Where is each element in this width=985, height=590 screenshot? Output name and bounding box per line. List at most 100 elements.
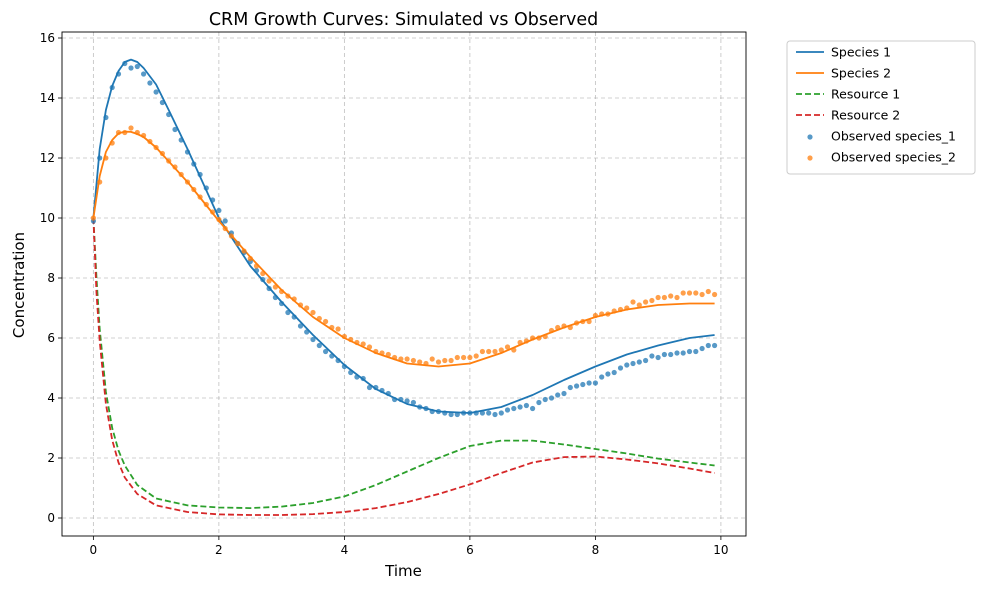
scatter-point: [109, 140, 115, 146]
scatter-point: [122, 129, 128, 136]
scatter-point: [586, 318, 592, 325]
legend-entry: Resource 1: [796, 87, 900, 102]
scatter-point: [341, 363, 347, 370]
scatter-point: [624, 362, 630, 368]
x-tick-label: 10: [713, 543, 728, 557]
legend-dot-swatch: [807, 134, 813, 140]
scatter-point: [523, 402, 530, 409]
scatter-point: [473, 353, 479, 359]
legend-label: Observed species_1: [831, 129, 956, 144]
x-tick-label: 2: [215, 543, 223, 557]
scatter-point: [693, 290, 699, 296]
scatter-point: [392, 396, 398, 403]
scatter-point: [228, 233, 234, 239]
scatter-point: [511, 405, 517, 412]
scatter-point: [498, 410, 504, 416]
scatter-point: [128, 65, 134, 71]
scatter-point: [184, 149, 191, 155]
scatter-point: [674, 294, 680, 301]
scatter-point: [467, 354, 473, 361]
scatter-point: [203, 201, 209, 208]
scatter-point: [479, 348, 485, 355]
scatter-point: [354, 339, 360, 346]
scatter-point: [304, 329, 310, 335]
scatter-point: [655, 354, 661, 361]
scatter-point: [341, 333, 347, 340]
series-line-resource-1: [92, 217, 715, 510]
scatter-point: [536, 335, 542, 341]
scatter-point: [580, 381, 586, 388]
scatter-point: [184, 179, 191, 185]
scatter-point: [304, 305, 310, 311]
scatter-point: [492, 348, 498, 355]
scatter-point: [241, 248, 247, 254]
scatter-point: [454, 354, 460, 361]
legend-dot-swatch: [807, 155, 813, 161]
scatter-point: [216, 216, 222, 223]
y-tick-label: 16: [40, 31, 55, 45]
legend-label: Resource 1: [831, 87, 900, 102]
plot-area: 0 2 4 6 8 10 0 2 4 6 8 10 12 14 16: [40, 31, 747, 557]
scatter-point: [548, 395, 555, 401]
scatter-point: [504, 344, 511, 350]
grid: [62, 32, 746, 536]
legend-entry: Observed species_1: [807, 129, 956, 144]
scatter-point: [454, 411, 460, 418]
scatter-point: [555, 392, 561, 398]
y-tick-label: 12: [40, 151, 55, 165]
scatter-point: [712, 342, 718, 349]
scatter-point: [172, 164, 178, 170]
scatter-point: [461, 354, 467, 361]
scatter-point: [279, 300, 285, 307]
scatter-point: [561, 323, 567, 329]
scatter-point: [661, 294, 668, 301]
scatter-point: [366, 344, 373, 350]
scatter-point: [636, 359, 642, 365]
scatter-point: [203, 185, 209, 191]
scatter-point: [310, 336, 316, 343]
scatter-point: [360, 375, 366, 382]
scatter-point: [310, 309, 316, 316]
scatter-point: [649, 353, 655, 359]
scatter-point: [392, 354, 398, 361]
scatter-point: [599, 311, 605, 317]
scatter-point: [504, 407, 511, 413]
scatter-point: [316, 315, 322, 322]
scatter-point: [247, 255, 253, 262]
legend-entry: Species 1: [796, 45, 891, 60]
scatter-point: [191, 186, 197, 193]
scatter-point: [661, 351, 668, 358]
scatter-point: [530, 335, 536, 341]
scatter-point: [272, 284, 278, 290]
scatter-point: [492, 411, 498, 418]
scatter-point: [97, 179, 103, 185]
y-tick-label: 8: [47, 271, 55, 285]
scatter-point: [90, 215, 96, 221]
scatter-point: [379, 350, 385, 356]
scatter-point: [561, 390, 567, 397]
scatter-point: [429, 408, 435, 415]
scatter-point: [479, 410, 485, 416]
scatter-point: [712, 291, 718, 298]
scatter-point: [253, 263, 260, 269]
scatter-point: [222, 218, 228, 224]
scatter-point: [153, 89, 159, 95]
scatter-point: [297, 323, 304, 329]
scatter-point: [147, 138, 153, 145]
scatter-point: [266, 285, 272, 292]
scatter-point: [385, 351, 391, 358]
scatter-point: [354, 374, 360, 380]
scatter-point: [668, 293, 674, 299]
x-tick-label: 4: [341, 543, 349, 557]
scatter-point: [655, 294, 661, 301]
legend-entry: Observed species_2: [807, 150, 956, 165]
scatter-point: [523, 338, 530, 344]
scatter-point: [517, 339, 523, 346]
scatter-point: [680, 350, 686, 356]
scatter-point: [410, 357, 416, 364]
scatter-point: [153, 144, 159, 151]
tick-layer: 0 2 4 6 8 10 0 2 4 6 8 10 12 14 16: [40, 31, 729, 557]
scatter-point: [530, 405, 536, 412]
legend-label: Species 1: [831, 45, 891, 60]
